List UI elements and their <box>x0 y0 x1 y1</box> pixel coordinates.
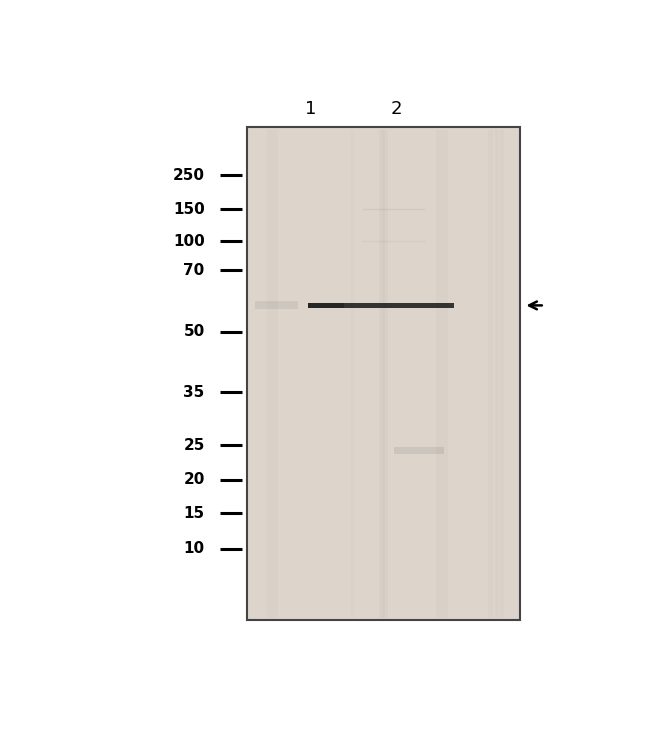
Text: 20: 20 <box>183 472 205 487</box>
Bar <box>499 130 504 618</box>
Bar <box>255 302 298 310</box>
Bar <box>495 130 498 618</box>
Text: 25: 25 <box>183 438 205 452</box>
Bar <box>379 130 388 618</box>
Text: 50: 50 <box>183 324 205 340</box>
Bar <box>382 130 385 618</box>
Text: 250: 250 <box>173 168 205 183</box>
Bar <box>248 127 519 621</box>
Bar <box>267 130 278 618</box>
Text: 100: 100 <box>173 234 205 249</box>
Bar <box>308 302 344 308</box>
Bar <box>393 447 444 454</box>
Bar <box>308 302 454 308</box>
Text: 35: 35 <box>183 385 205 400</box>
Bar <box>293 130 328 618</box>
Bar <box>386 130 406 618</box>
Bar <box>300 130 320 618</box>
Text: 10: 10 <box>183 542 205 556</box>
Bar <box>378 130 413 618</box>
Bar <box>390 130 402 618</box>
Text: 15: 15 <box>183 506 205 521</box>
Text: 70: 70 <box>183 263 205 278</box>
Text: 2: 2 <box>391 100 402 119</box>
Text: 150: 150 <box>173 201 205 217</box>
Bar <box>436 130 448 618</box>
Bar <box>488 130 493 618</box>
Text: 1: 1 <box>305 100 316 119</box>
Bar <box>304 130 317 618</box>
Bar <box>351 130 354 618</box>
